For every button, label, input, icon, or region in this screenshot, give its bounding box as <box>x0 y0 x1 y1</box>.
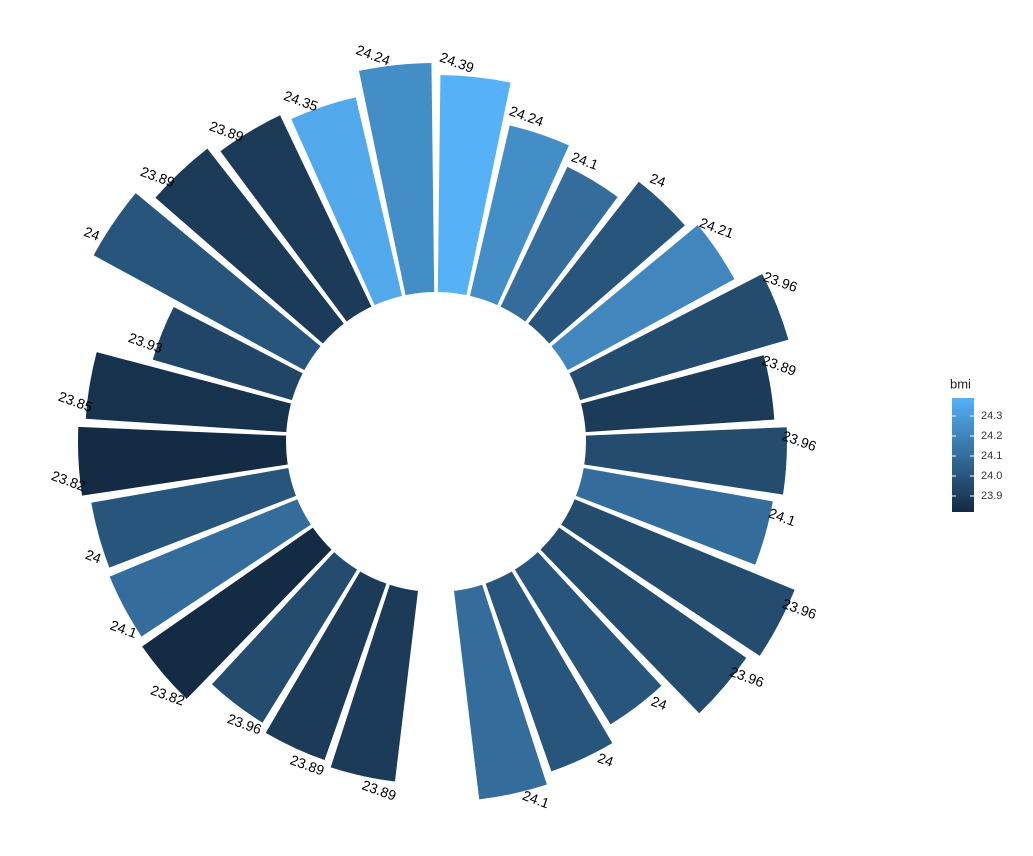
bar-label: 24 <box>82 223 102 243</box>
bar <box>85 352 291 433</box>
legend-tick-label: 24.1 <box>981 450 1002 462</box>
bar <box>220 115 372 322</box>
bar <box>551 225 735 371</box>
bar <box>291 97 402 306</box>
bar <box>211 552 358 723</box>
colorbar <box>952 398 974 512</box>
bar-label: 24 <box>83 546 103 566</box>
legend-tick-label: 23.9 <box>981 490 1002 502</box>
bar <box>152 306 303 401</box>
legend-tick-label: 24.0 <box>981 470 1002 482</box>
bar <box>155 148 344 344</box>
bar <box>581 355 775 433</box>
legend-tick-label: 24.3 <box>981 410 1002 422</box>
bar-label: 24 <box>595 750 615 770</box>
bar-label: 23.89 <box>138 163 177 190</box>
bar <box>485 571 613 772</box>
bar-label: 23.96 <box>780 595 819 622</box>
bar <box>265 571 387 761</box>
bar <box>78 426 288 496</box>
bar-label: 24 <box>648 170 668 190</box>
bar <box>540 527 747 714</box>
bar <box>514 552 662 725</box>
bar-label: 24.24 <box>507 103 546 130</box>
bar <box>584 427 788 495</box>
bar <box>142 527 332 699</box>
bar <box>500 166 618 322</box>
bar <box>561 499 795 656</box>
bar <box>454 584 547 800</box>
bar-label: 23.93 <box>126 329 165 356</box>
bar-label: 23.96 <box>728 663 767 690</box>
bar-label: 24 <box>649 693 669 713</box>
bar <box>576 468 773 565</box>
bar <box>93 193 321 371</box>
bar-label: 24.24 <box>354 41 393 68</box>
bar <box>330 584 418 782</box>
bar-label: 24.1 <box>569 149 600 173</box>
legend-title: bmi <box>950 376 971 391</box>
bar <box>470 125 569 306</box>
bar-label: 24.1 <box>520 787 551 811</box>
bar-label: 24.39 <box>438 49 477 76</box>
bar-label: 24.35 <box>282 87 321 114</box>
legend-tick-label: 24.2 <box>981 430 1002 442</box>
bar <box>109 499 311 637</box>
bar <box>569 273 789 401</box>
bar-label: 24.1 <box>767 505 798 529</box>
bar <box>528 181 685 344</box>
bar-label: 23.89 <box>207 118 246 145</box>
bar <box>358 63 435 296</box>
bar <box>437 75 511 296</box>
bar <box>91 468 296 568</box>
